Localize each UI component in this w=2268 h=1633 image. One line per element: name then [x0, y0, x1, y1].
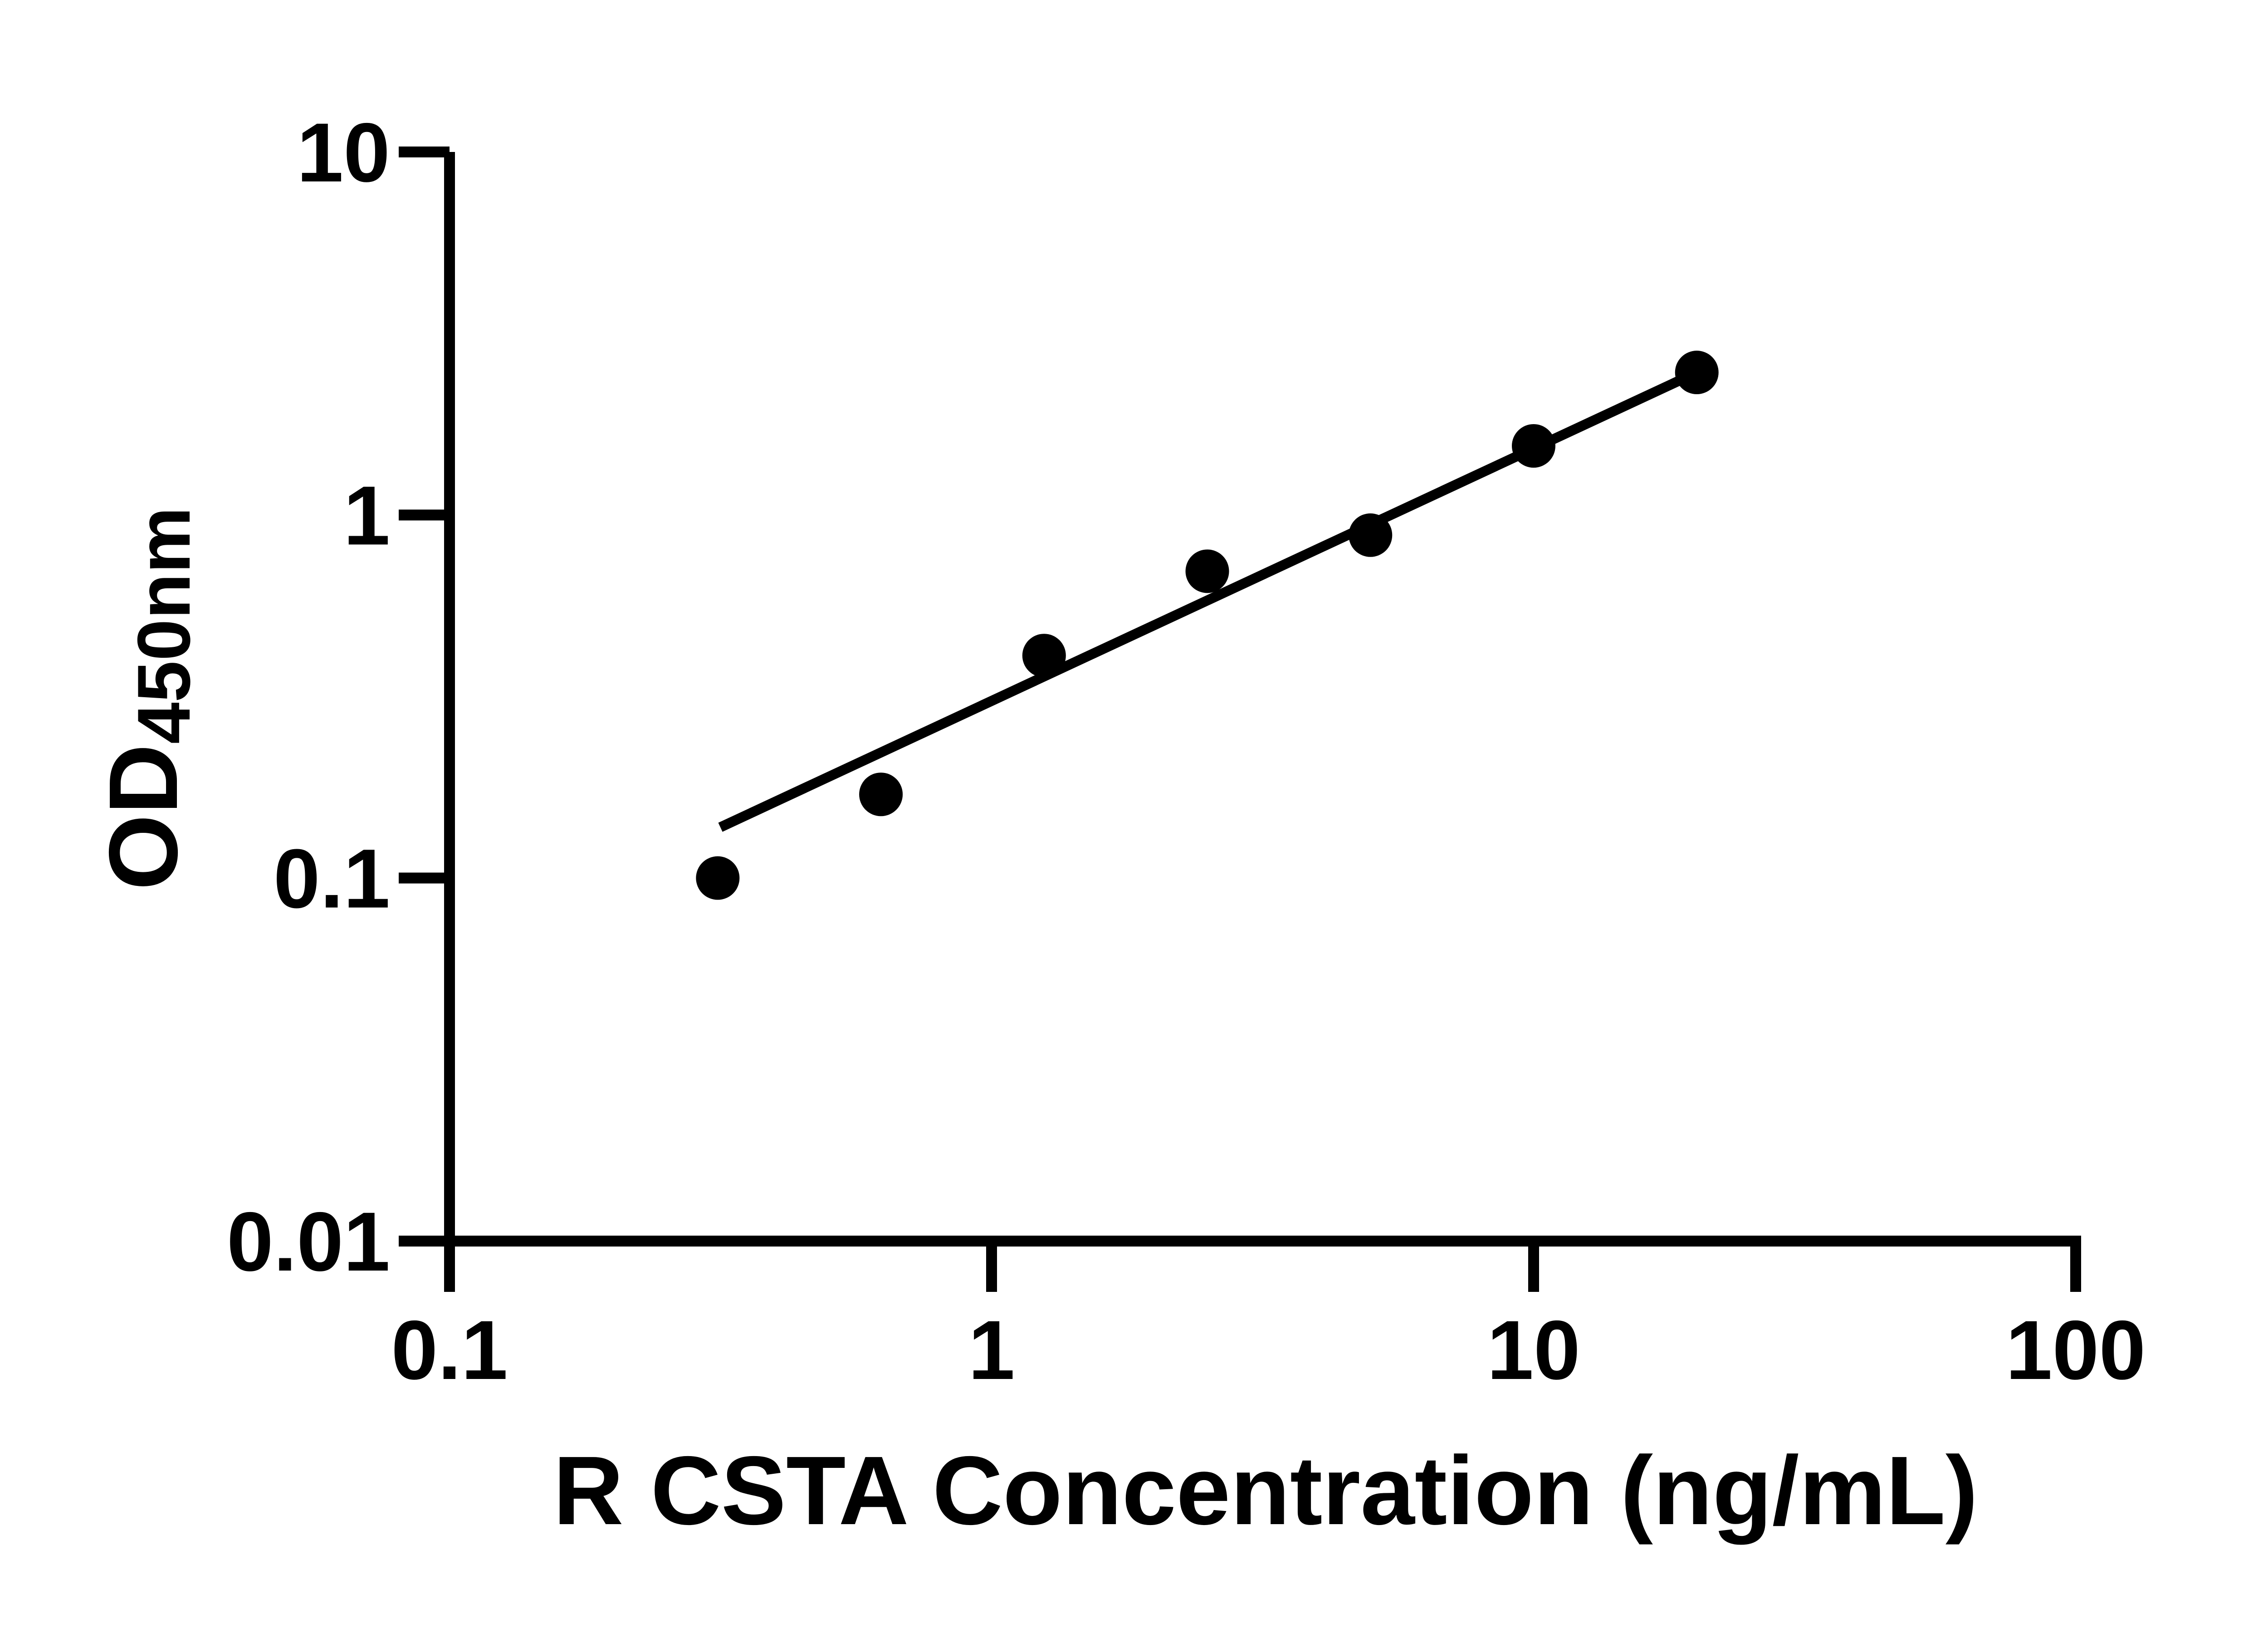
x-tick-label: 1: [968, 1304, 1015, 1397]
axis-spines: [444, 152, 2081, 1247]
data-point: [696, 856, 740, 900]
y-tick-label: 1: [343, 469, 390, 562]
y-tick-label: 0.01: [227, 1195, 390, 1289]
data-point: [1512, 424, 1555, 468]
y-axis-title: OD450nm: [88, 507, 205, 890]
x-tick-label: 10: [1487, 1304, 1580, 1397]
y-tick-label: 10: [297, 106, 390, 200]
y-axis-title-main: OD: [88, 744, 198, 890]
x-axis-title: R CSTA Concentration (ng/mL): [553, 1436, 1978, 1545]
y-axis-title-subscript: 450nm: [122, 507, 205, 744]
axes-layer: [399, 147, 2081, 1292]
x-tick-label: 0.1: [391, 1304, 508, 1397]
data-point: [1022, 634, 1066, 678]
data-point: [859, 772, 903, 816]
data-layer: [696, 351, 1719, 900]
data-point: [1675, 351, 1719, 395]
x-tick-label: 100: [2006, 1304, 2146, 1397]
data-point: [1349, 513, 1393, 557]
data-point: [1185, 549, 1229, 593]
y-tick-label: 0.1: [274, 832, 390, 926]
